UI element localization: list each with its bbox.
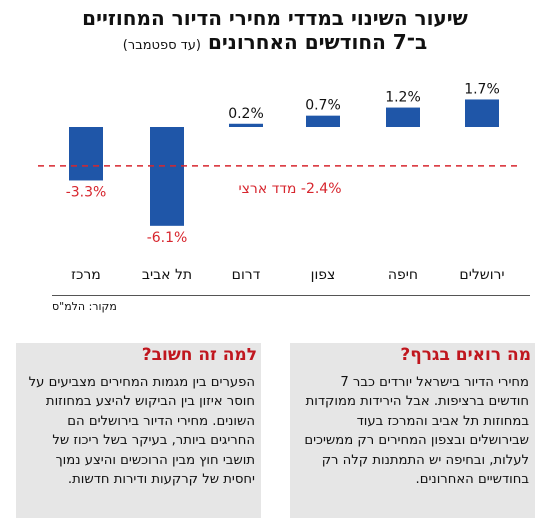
category-label: תל אביב (142, 267, 192, 283)
source-note: מקור: הלמ"ס (52, 300, 117, 313)
bar (150, 127, 184, 226)
bar (229, 123, 263, 127)
bar-chart: 1.7% ירושלים 1.2% חיפה 0.7% צפון 0.2% דרום -6.1%… (38, 81, 520, 283)
card-why-important: למה זה חשוב? הפערים בין מגמות המחירים מצ… (16, 343, 261, 518)
card-what-body: מחירי הדיור בישראל יורדים כבר 7 חודשים ב… (304, 375, 529, 488)
bar (386, 107, 420, 127)
chart-subtitle: ב־7 החודשים האחרונים (עד ספטמבר) (20, 30, 530, 58)
data-label: 1.2% (385, 90, 421, 106)
card-why-body: הפערים בין מגמות המחירים מצביעים על חוסר… (28, 375, 255, 488)
bar (69, 127, 103, 181)
category-label: מרכז (71, 267, 101, 283)
card-what-heading: מה רואים בגרף? (400, 345, 531, 365)
card-why-heading: למה זה חשוב? (141, 345, 257, 365)
reference-line-label: 2.4%- מדד ארצי (238, 181, 341, 197)
data-label: 0.7% (305, 98, 341, 114)
category-label: ירושלים (459, 267, 504, 283)
category-label: צפון (311, 267, 336, 283)
data-label: -3.3% (66, 184, 107, 200)
category-label: דרום (232, 267, 261, 283)
chart-title: שיעור השינוי במדדי מחירי הדיור המחוזיים (82, 6, 468, 30)
chart-title-block: שיעור השינוי במדדי מחירי הדיור המחוזיים … (20, 6, 530, 58)
bar (306, 115, 340, 127)
data-label: -6.1% (147, 230, 188, 246)
chart-subtitle-main: ב־7 החודשים האחרונים (207, 30, 428, 54)
data-label: 0.2% (228, 106, 264, 122)
card-what-we-see: מה רואים בגרף? מחירי הדיור בישראל יורדים… (290, 343, 535, 518)
bar (465, 99, 499, 127)
chart-subtitle-note: (עד ספטמבר) (122, 38, 201, 53)
category-label: חיפה (388, 267, 418, 283)
data-label: 1.7% (464, 81, 500, 97)
source-divider (52, 295, 530, 296)
